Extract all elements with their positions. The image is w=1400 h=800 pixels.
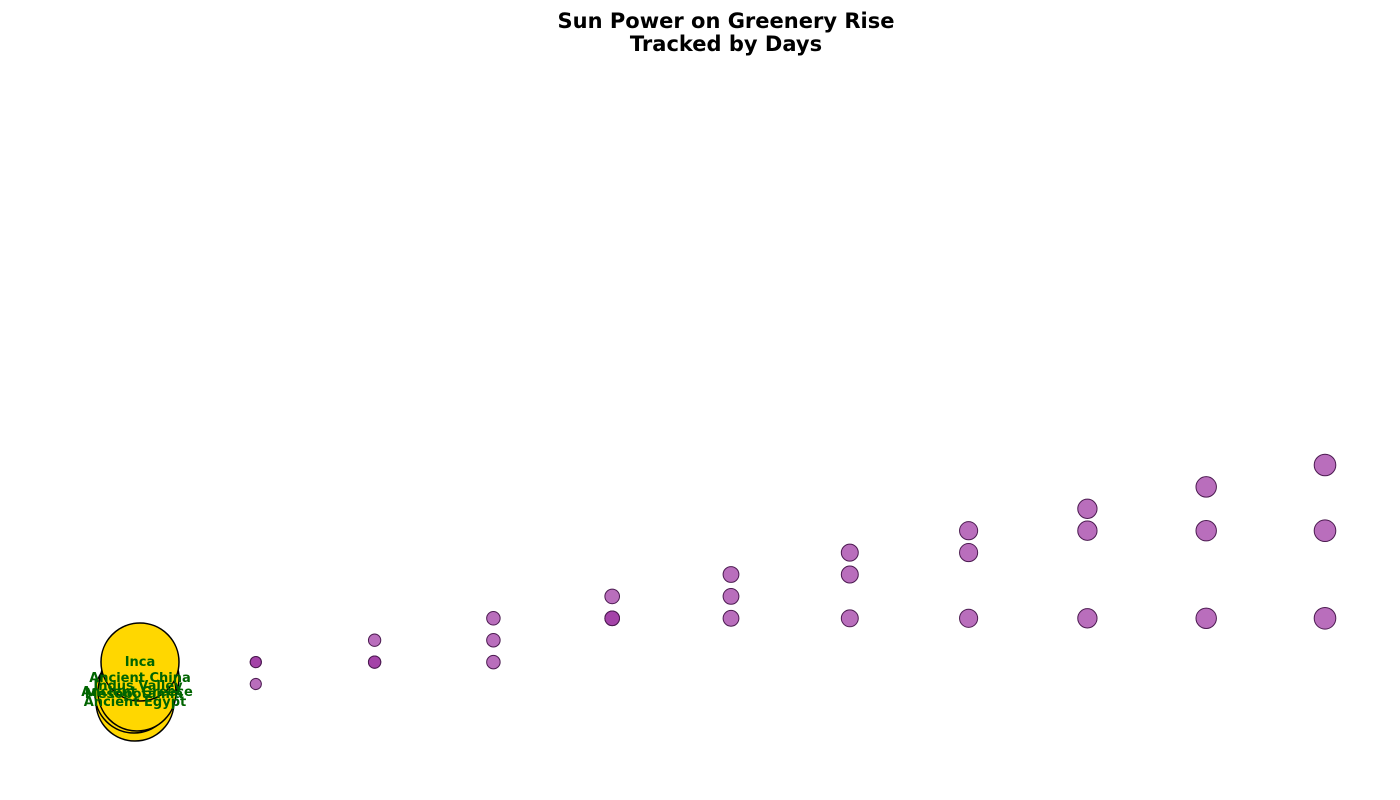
growth-point: [959, 543, 979, 563]
growth-point: [1077, 520, 1098, 541]
sun-marker: [100, 622, 180, 702]
growth-point: [249, 656, 262, 669]
sun-label: Inca: [125, 655, 156, 670]
growth-point: [367, 655, 382, 669]
growth-point: [1195, 519, 1217, 542]
sun-label: Indus Valley: [93, 679, 183, 694]
growth-point: [486, 654, 501, 670]
growth-point: [1313, 607, 1337, 630]
growth-point: [486, 611, 501, 626]
growth-point: [840, 565, 859, 584]
chart-title-line-2: Tracked by Days: [629, 32, 823, 56]
growth-point: [840, 543, 859, 562]
growth-point: [1313, 519, 1337, 543]
growth-point: [722, 609, 740, 627]
growth-point: [367, 633, 382, 647]
growth-point: [722, 566, 740, 583]
growth-point: [1195, 476, 1217, 498]
growth-point: [840, 609, 859, 628]
growth-point: [249, 677, 262, 691]
sun-label: Mesopotamia: [85, 687, 183, 702]
growth-point: [959, 521, 979, 541]
growth-point: [1077, 498, 1098, 519]
growth-point: [486, 632, 501, 648]
sun-label: Ancient China: [89, 671, 191, 686]
sun-label: Ancient Egypt: [84, 695, 186, 710]
growth-point: [1313, 453, 1337, 477]
sun-label: Ancient Greece: [81, 685, 193, 700]
growth-point: [1195, 607, 1217, 630]
growth-point: [604, 588, 621, 605]
growth-point: [1077, 608, 1098, 629]
chart-title: Sun Power on Greenery Rise Tracked by Da…: [0, 10, 1400, 56]
growth-point: [722, 588, 740, 605]
growth-points: [249, 453, 1337, 691]
sun-cluster: [94, 622, 180, 742]
growth-point: [959, 608, 979, 628]
growth-point: [604, 610, 621, 627]
chart-title-line-1: Sun Power on Greenery Rise: [557, 9, 895, 33]
